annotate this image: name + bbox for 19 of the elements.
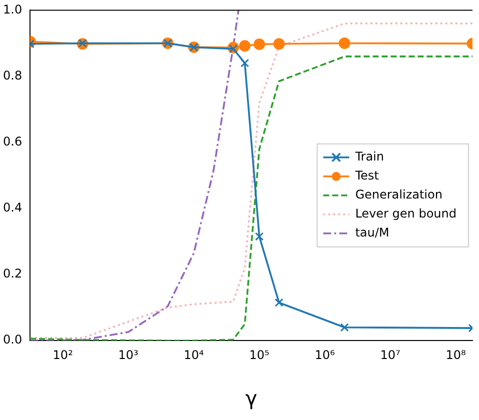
legend-label: tau/M bbox=[355, 226, 390, 240]
x-tick-label: 10⁶ bbox=[314, 348, 336, 362]
y-tick-label: 0.6 bbox=[2, 134, 22, 148]
x-tick-label: 10⁸ bbox=[446, 348, 466, 362]
y-tick-label: 0.8 bbox=[2, 68, 22, 82]
y-tick-label: 0.0 bbox=[2, 332, 22, 347]
legend-label: Test bbox=[354, 168, 380, 183]
legend-label: Train bbox=[354, 150, 384, 164]
x-axis-title: γ bbox=[245, 386, 258, 410]
x-tick-label: 10⁷ bbox=[380, 348, 401, 362]
y-tick-label: 0.4 bbox=[2, 200, 22, 215]
x-tick-label: 10⁴ bbox=[184, 348, 204, 362]
x-tick-label: 10³ bbox=[118, 348, 139, 362]
y-tick-label: 0.2 bbox=[2, 266, 22, 281]
y-tick-label: 1.0 bbox=[2, 2, 22, 16]
x-tick-label: 10⁵ bbox=[249, 348, 270, 362]
x-tick-label: 10² bbox=[52, 348, 74, 362]
legend-label: Lever gen bound bbox=[355, 206, 456, 221]
legend-label: Generalization bbox=[355, 188, 442, 202]
